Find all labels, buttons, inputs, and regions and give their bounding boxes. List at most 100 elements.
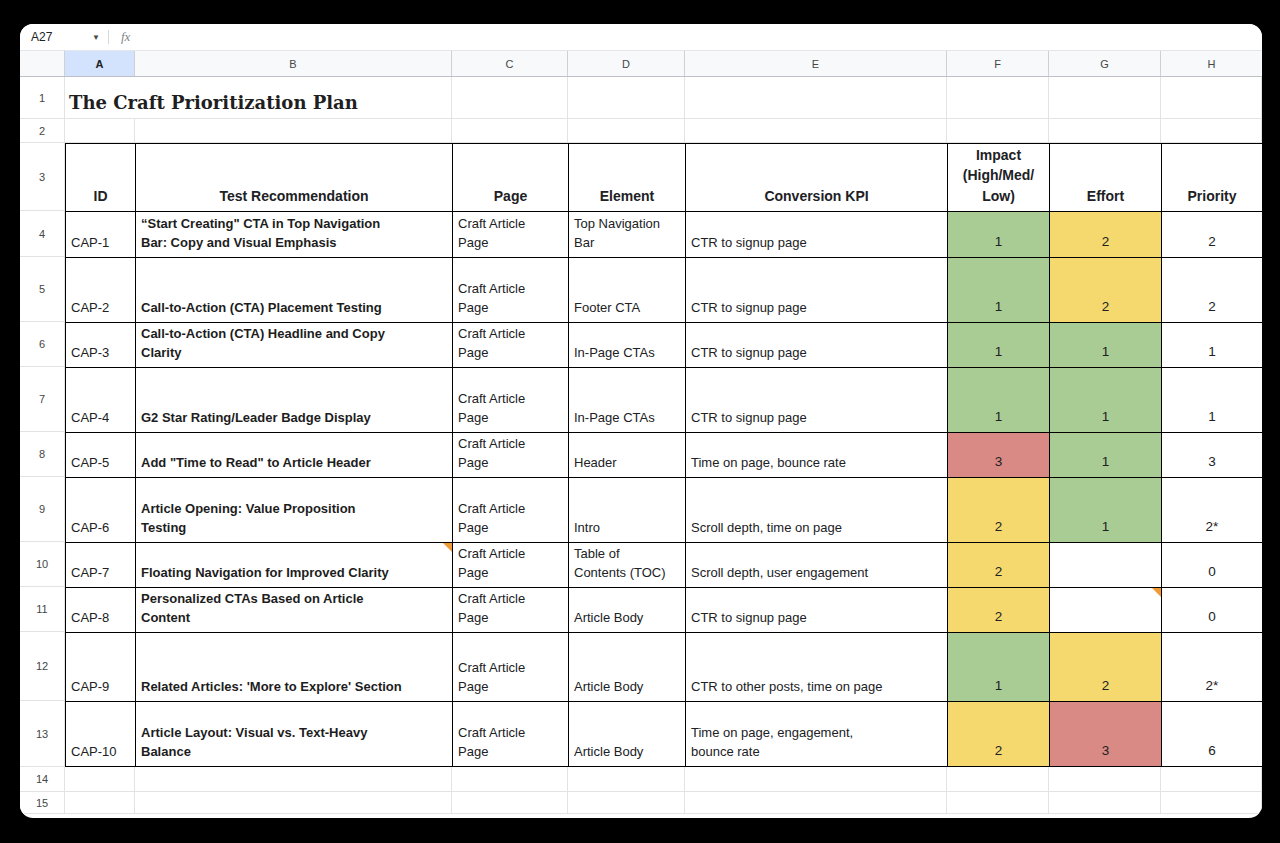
cell-effort[interactable]: 1 <box>1050 478 1162 543</box>
empty-cell[interactable] <box>947 77 1049 119</box>
cell-priority[interactable]: 2 <box>1162 258 1262 323</box>
cell-effort[interactable]: 3 <box>1050 702 1162 767</box>
cell-id[interactable]: CAP-5 <box>66 433 136 478</box>
cell-effort[interactable]: 2 <box>1050 258 1162 323</box>
cell-kpi[interactable]: Time on page, bounce rate <box>686 433 948 478</box>
cell-kpi[interactable]: CTR to other posts, time on page <box>686 633 948 702</box>
empty-cell[interactable] <box>1049 767 1161 792</box>
row-header-4[interactable]: 4 <box>20 211 65 257</box>
empty-cell[interactable] <box>947 119 1049 143</box>
cell-priority[interactable]: 1 <box>1162 368 1262 433</box>
cell-impact[interactable]: 2 <box>948 588 1050 633</box>
empty-cell[interactable] <box>685 767 947 792</box>
cell-page[interactable]: Craft Article Page <box>453 543 569 588</box>
cell-rec[interactable]: Floating Navigation for Improved Clarity <box>136 543 453 588</box>
cell-impact[interactable]: 2 <box>948 702 1050 767</box>
empty-cell[interactable] <box>135 119 452 143</box>
cell-page[interactable]: Craft Article Page <box>453 368 569 433</box>
row-header-10[interactable]: 10 <box>20 542 65 587</box>
cell-priority[interactable]: 1 <box>1162 323 1262 368</box>
row-header-13[interactable]: 13 <box>20 701 65 767</box>
empty-cell[interactable] <box>452 77 568 119</box>
cell-page[interactable]: Craft Article Page <box>453 433 569 478</box>
cell-element[interactable]: Article Body <box>569 702 686 767</box>
row-header-12[interactable]: 12 <box>20 632 65 701</box>
cell-impact[interactable]: 2 <box>948 478 1050 543</box>
cell-element[interactable]: Table of Contents (TOC) <box>569 543 686 588</box>
cell-priority[interactable]: 0 <box>1162 588 1262 633</box>
cell-kpi[interactable]: CTR to signup page <box>686 258 948 323</box>
cell-kpi[interactable]: CTR to signup page <box>686 588 948 633</box>
column-header-d[interactable]: D <box>568 51 685 76</box>
column-header-f[interactable]: F <box>947 51 1049 76</box>
cell-page[interactable]: Craft Article Page <box>453 633 569 702</box>
row-header-1[interactable]: 1 <box>20 77 65 119</box>
column-header-c[interactable]: C <box>452 51 568 76</box>
row-header-5[interactable]: 5 <box>20 257 65 322</box>
cell-kpi[interactable]: Time on page, engagement, bounce rate <box>686 702 948 767</box>
cell-impact[interactable]: 1 <box>948 323 1050 368</box>
row-header-9[interactable]: 9 <box>20 477 65 542</box>
empty-cell[interactable] <box>1161 77 1262 119</box>
empty-cell[interactable] <box>568 119 685 143</box>
cell-priority[interactable]: 2 <box>1162 212 1262 258</box>
cell-effort[interactable]: 1 <box>1050 368 1162 433</box>
empty-cell[interactable] <box>1049 119 1161 143</box>
column-header-g[interactable]: G <box>1049 51 1161 76</box>
row-header-3[interactable]: 3 <box>20 143 65 211</box>
cell-id[interactable]: CAP-7 <box>66 543 136 588</box>
cell-id[interactable]: CAP-8 <box>66 588 136 633</box>
row-header-8[interactable]: 8 <box>20 432 65 477</box>
row-header-14[interactable]: 14 <box>20 767 65 792</box>
empty-cell[interactable] <box>65 767 135 792</box>
row-header-15[interactable]: 15 <box>20 792 65 814</box>
cell-element[interactable]: Article Body <box>569 633 686 702</box>
cell-id[interactable]: CAP-10 <box>66 702 136 767</box>
cell-priority[interactable]: 6 <box>1162 702 1262 767</box>
cell-element[interactable]: Footer CTA <box>569 258 686 323</box>
cell-id[interactable]: CAP-2 <box>66 258 136 323</box>
sheet-title-cell[interactable]: The Craft Prioritization Plan <box>65 77 452 119</box>
cell-id[interactable]: CAP-1 <box>66 212 136 258</box>
cell-impact[interactable]: 2 <box>948 543 1050 588</box>
cell-id[interactable]: CAP-9 <box>66 633 136 702</box>
empty-cell[interactable] <box>1161 767 1262 792</box>
cell-kpi[interactable]: CTR to signup page <box>686 212 948 258</box>
cell-priority[interactable]: 3 <box>1162 433 1262 478</box>
cell-kpi[interactable]: CTR to signup page <box>686 368 948 433</box>
empty-cell[interactable] <box>947 792 1049 814</box>
cell-element[interactable]: Header <box>569 433 686 478</box>
empty-cell[interactable] <box>1049 77 1161 119</box>
cell-id[interactable]: CAP-4 <box>66 368 136 433</box>
header-kpi[interactable]: Conversion KPI <box>686 144 948 212</box>
empty-cell[interactable] <box>452 767 568 792</box>
cell-page[interactable]: Craft Article Page <box>453 588 569 633</box>
column-header-h[interactable]: H <box>1161 51 1262 76</box>
chevron-down-icon[interactable]: ▼ <box>92 33 100 42</box>
empty-cell[interactable] <box>947 767 1049 792</box>
header-priority[interactable]: Priority <box>1162 144 1262 212</box>
cell-effort[interactable] <box>1050 543 1162 588</box>
header-element[interactable]: Element <box>569 144 686 212</box>
cell-effort[interactable]: 2 <box>1050 633 1162 702</box>
cell-page[interactable]: Craft Article Page <box>453 212 569 258</box>
header-page[interactable]: Page <box>453 144 569 212</box>
cell-impact[interactable]: 1 <box>948 212 1050 258</box>
column-header-e[interactable]: E <box>685 51 947 76</box>
cell-impact[interactable]: 1 <box>948 368 1050 433</box>
empty-cell[interactable] <box>685 119 947 143</box>
cell-rec[interactable]: Add "Time to Read" to Article Header <box>136 433 453 478</box>
empty-cell[interactable] <box>568 792 685 814</box>
cell-page[interactable]: Craft Article Page <box>453 702 569 767</box>
cell-element[interactable]: Top Navigation Bar <box>569 212 686 258</box>
cell-impact[interactable]: 1 <box>948 258 1050 323</box>
empty-cell[interactable] <box>1161 792 1262 814</box>
cell-rec[interactable]: Article Opening: Value Proposition Testi… <box>136 478 453 543</box>
cell-impact[interactable]: 3 <box>948 433 1050 478</box>
empty-cell[interactable] <box>568 77 685 119</box>
row-header-6[interactable]: 6 <box>20 322 65 367</box>
empty-cell[interactable] <box>452 792 568 814</box>
cell-priority[interactable]: 0 <box>1162 543 1262 588</box>
function-icon[interactable]: fx <box>121 29 130 45</box>
row-header-11[interactable]: 11 <box>20 587 65 632</box>
